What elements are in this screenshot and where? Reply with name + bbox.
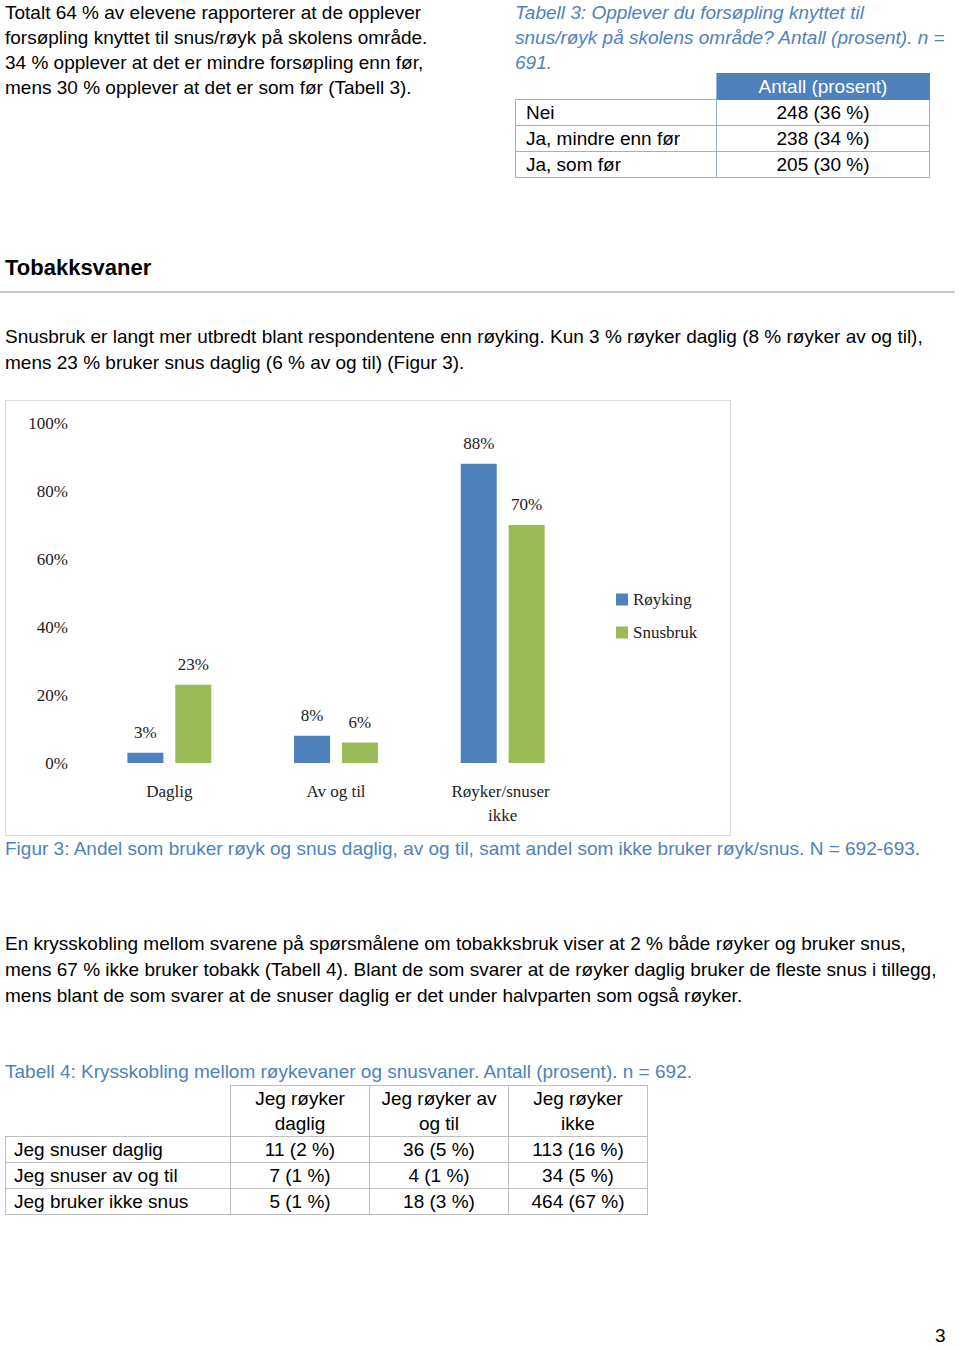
svg-text:0%: 0%	[45, 754, 68, 773]
html-text:36 (5 %): 36 (5 %)	[403, 1139, 475, 1160]
svg-text:88%: 88%	[463, 434, 494, 453]
html-text:205 (30 %): 205 (30 %)	[776, 154, 870, 175]
html-text:Jeg røyker daglig: Jeg røyker daglig	[255, 1088, 345, 1134]
html-text:11 (2 %): 11 (2 %)	[264, 1139, 336, 1160]
html-text:248 (36 %): 248 (36 %)	[776, 102, 870, 123]
html-text:238 (34 %): 238 (34 %)	[776, 128, 870, 149]
svg-text:23%: 23%	[178, 655, 209, 674]
html-text:En krysskobling mellom svarene: En krysskobling mellom svarene på spørsm…	[5, 933, 937, 1006]
html-text:4 (1 %): 4 (1 %)	[408, 1165, 470, 1186]
html-text:Jeg bruker ikke snus: Jeg bruker ikke snus	[14, 1191, 189, 1212]
html-text:113 (16 %): 113 (16 %)	[532, 1139, 624, 1160]
svg-text:Snusbruk: Snusbruk	[633, 623, 698, 642]
svg-text:Av og til: Av og til	[306, 782, 365, 801]
html-text:Tabell 3: Opplever du forsøpli: Tabell 3: Opplever du forsøpling knyttet…	[515, 2, 945, 73]
svg-text:20%: 20%	[37, 686, 68, 705]
svg-text:6%: 6%	[349, 713, 372, 732]
svg-text:Røyking: Røyking	[633, 590, 692, 609]
html-text:Figur 3: Andel som bruker røyk: Figur 3: Andel som bruker røyk og snus d…	[5, 838, 920, 859]
html-text:34 (5 %): 34 (5 %)	[542, 1165, 614, 1186]
html-text:Jeg røyker ikke: Jeg røyker ikke	[533, 1088, 623, 1134]
html-text:Jeg røyker av og til: Jeg røyker av og til	[381, 1088, 497, 1134]
html-text:3: 3	[935, 1325, 946, 1346]
html-text:Tobakksvaner: Tobakksvaner	[5, 255, 152, 280]
svg-text:8%: 8%	[301, 706, 324, 725]
html-text:Ja, som før: Ja, som før	[526, 154, 621, 175]
svg-text:3%: 3%	[134, 723, 157, 742]
html-text:Totalt 64 % av elevene rapport: Totalt 64 % av elevene rapporterer at de…	[5, 2, 428, 98]
html-text:Jeg snuser av og til: Jeg snuser av og til	[14, 1165, 178, 1186]
html-text:Jeg snuser daglig: Jeg snuser daglig	[14, 1139, 163, 1160]
svg-text:70%: 70%	[511, 495, 542, 514]
svg-text:80%: 80%	[37, 482, 68, 501]
html-text:464 (67 %): 464 (67 %)	[531, 1191, 625, 1212]
html-text:Ja, mindre enn før: Ja, mindre enn før	[526, 128, 681, 149]
svg-text:Daglig: Daglig	[146, 782, 193, 801]
html-text:Antall (prosent): Antall (prosent)	[758, 76, 888, 97]
svg-text:100%: 100%	[28, 414, 68, 433]
html-text:7 (1 %): 7 (1 %)	[269, 1165, 331, 1186]
svg-text:ikke: ikke	[488, 806, 517, 825]
html-text:Nei: Nei	[526, 102, 555, 123]
html-text:Snusbruk er langt mer utbredt: Snusbruk er langt mer utbredt blant resp…	[5, 326, 923, 373]
html-text:18 (3 %): 18 (3 %)	[403, 1191, 475, 1212]
svg-text:Røyker/snuser: Røyker/snuser	[451, 782, 553, 801]
svg-text:60%: 60%	[37, 550, 68, 569]
html-text:5 (1 %): 5 (1 %)	[269, 1191, 331, 1212]
html-text:Tabell 4: Krysskobling mellom: Tabell 4: Krysskobling mellom røykevaner…	[5, 1061, 692, 1082]
svg-text:40%: 40%	[37, 618, 68, 637]
